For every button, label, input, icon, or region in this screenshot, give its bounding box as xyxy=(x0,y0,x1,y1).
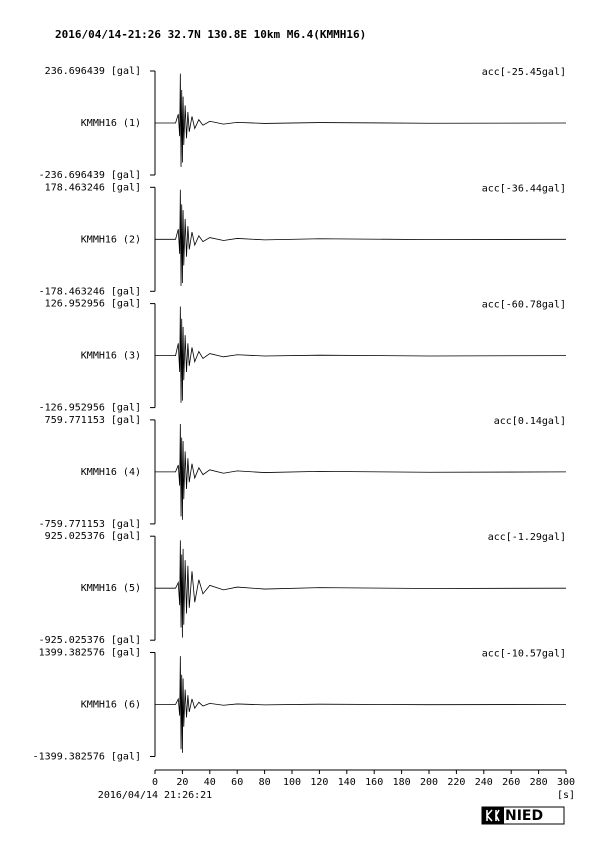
y-tick-label: 236.696439 [gal] xyxy=(45,66,141,77)
trace-label: KMMH16 (4) xyxy=(81,467,141,478)
logo-text: NIED xyxy=(505,808,543,824)
trace-annotation: acc[0.14gal] xyxy=(494,416,566,427)
trace-label: KMMH16 (2) xyxy=(81,234,141,245)
y-tick-label: 1399.382576 [gal] xyxy=(39,648,141,659)
x-tick-label: 280 xyxy=(530,777,548,788)
trace-annotation: acc[-60.78gal] xyxy=(482,300,566,311)
logo-frame xyxy=(481,806,565,825)
trace-annotation: acc[-36.44gal] xyxy=(482,183,566,194)
waveform xyxy=(155,423,567,520)
x-tick-label: 260 xyxy=(502,777,520,788)
y-tick-label: -126.952956 [gal] xyxy=(39,403,141,414)
x-axis-label: [s] xyxy=(557,790,575,801)
x-tick-label: 200 xyxy=(420,777,438,788)
y-tick-label: 925.025376 [gal] xyxy=(45,531,141,542)
trace-label: KMMH16 (5) xyxy=(81,583,141,594)
chart-title: 2016/04/14-21:26 32.7N 130.8E 10km M6.4(… xyxy=(55,28,366,41)
x-tick-label: 20 xyxy=(176,777,188,788)
y-tick-label: -759.771153 [gal] xyxy=(39,519,141,530)
logo: NIED xyxy=(481,806,565,825)
x-tick-label: 80 xyxy=(259,777,271,788)
waveform xyxy=(155,73,567,167)
trace-label: KMMH16 (6) xyxy=(81,700,141,711)
x-tick-label: 120 xyxy=(310,777,328,788)
y-tick-label: -1399.382576 [gal] xyxy=(33,752,141,763)
trace-annotation: acc[-10.57gal] xyxy=(482,649,566,660)
x-tick-label: 220 xyxy=(447,777,465,788)
x-tick-label: 140 xyxy=(338,777,356,788)
logo-icon xyxy=(486,809,500,822)
x-tick-label: 160 xyxy=(365,777,383,788)
trace-label: KMMH16 (3) xyxy=(81,351,141,362)
x-tick-label: 60 xyxy=(231,777,243,788)
y-tick-label: -236.696439 [gal] xyxy=(39,170,141,181)
logo-box xyxy=(482,807,504,824)
waveform xyxy=(155,656,567,753)
trace-annotation: acc[-25.45gal] xyxy=(482,67,566,78)
y-tick-label: -925.025376 [gal] xyxy=(39,635,141,646)
x-tick-label: 240 xyxy=(475,777,493,788)
y-tick-label: 178.463246 [gal] xyxy=(45,182,141,193)
x-tick-label: 0 xyxy=(152,777,158,788)
trace-label: KMMH16 (1) xyxy=(81,118,141,129)
y-tick-label: -178.463246 [gal] xyxy=(39,286,141,297)
y-tick-label: 759.771153 [gal] xyxy=(45,415,141,426)
y-tick-label: 126.952956 [gal] xyxy=(45,299,141,310)
trace-annotation: acc[-1.29gal] xyxy=(488,532,566,543)
waveform xyxy=(155,189,567,286)
x-tick-label: 100 xyxy=(283,777,301,788)
x-tick-label: 300 xyxy=(557,777,575,788)
waveform xyxy=(155,540,567,638)
waveform xyxy=(155,306,567,403)
x-tick-label: 180 xyxy=(393,777,411,788)
start-time: 2016/04/14 21:26:21 xyxy=(98,790,212,801)
x-tick-label: 40 xyxy=(204,777,216,788)
